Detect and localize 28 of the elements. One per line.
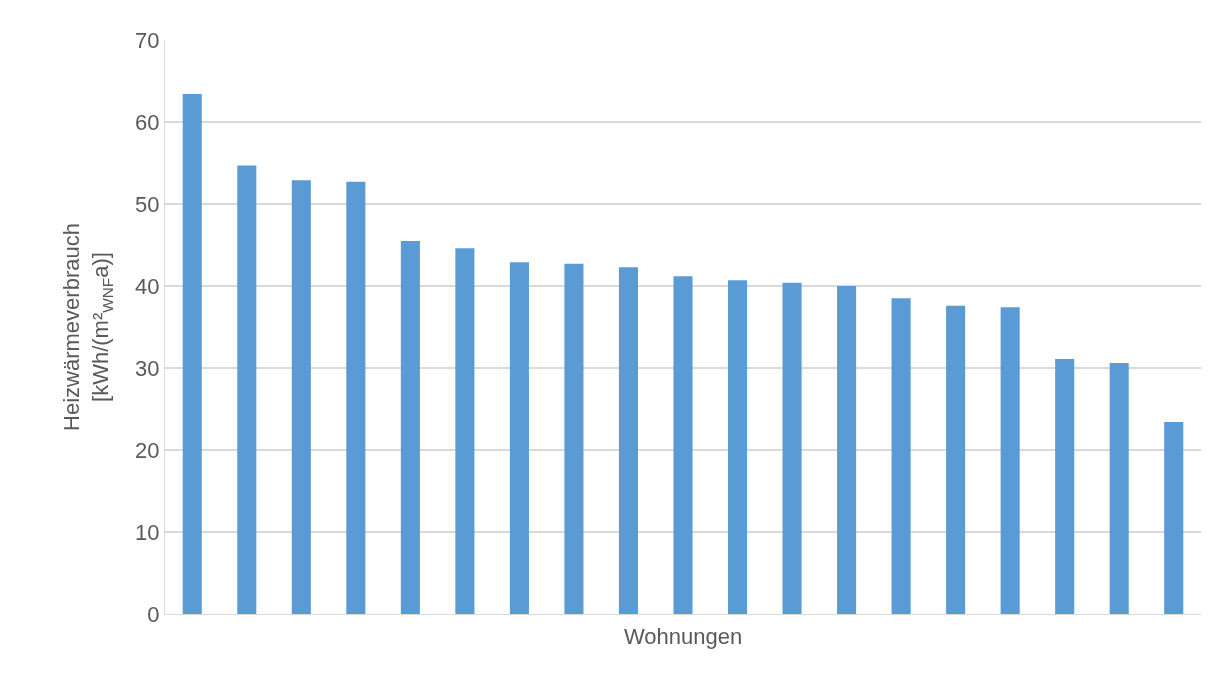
- bar: [673, 276, 693, 614]
- bar: [291, 180, 311, 614]
- y-tick-label: 50: [135, 191, 160, 217]
- x-axis-title: Wohnungen: [623, 624, 743, 650]
- bar: [1000, 307, 1020, 614]
- y-tick-label: 70: [135, 27, 160, 53]
- bar: [182, 94, 202, 614]
- y-tick-label: 0: [147, 601, 160, 627]
- bar: [1164, 422, 1184, 614]
- bar: [837, 286, 857, 614]
- bar: [237, 165, 257, 614]
- bar: [346, 181, 366, 614]
- bar: [946, 305, 966, 614]
- bar: [1055, 358, 1075, 614]
- bar: [509, 262, 529, 614]
- bar: [455, 248, 475, 614]
- y-tick-label: 20: [135, 437, 160, 463]
- y-tick-label: 10: [135, 519, 160, 545]
- bar: [891, 298, 911, 614]
- bar: [400, 240, 420, 614]
- bar: [618, 267, 639, 614]
- y-tick-label: 30: [135, 355, 160, 381]
- bar: [1109, 363, 1129, 614]
- bar: [564, 263, 584, 614]
- bar: [782, 282, 802, 614]
- y-tick-label: 40: [135, 273, 160, 299]
- y-tick-label: 60: [135, 109, 160, 135]
- bar: [727, 280, 748, 614]
